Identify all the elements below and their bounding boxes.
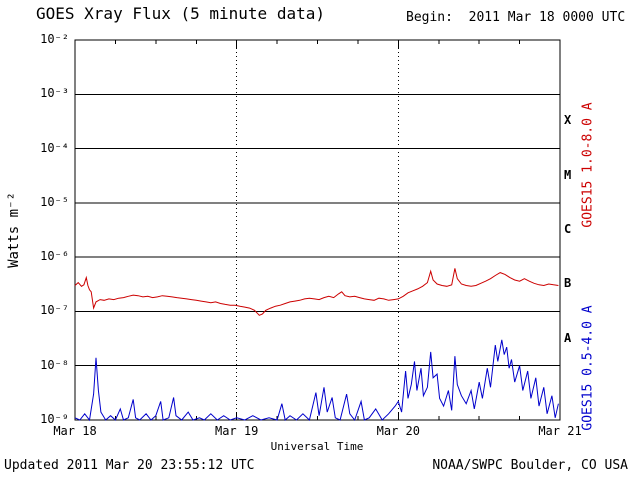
y-tick-label: 10⁻⁷	[40, 303, 69, 318]
series-line-long	[74, 268, 559, 316]
y-axis-title: Watts m⁻²	[6, 192, 22, 268]
flare-class-A: A	[564, 330, 572, 345]
x-axis-title: Universal Time	[270, 440, 364, 453]
flare-class-X: X	[564, 113, 572, 128]
series-line-short	[74, 339, 559, 422]
y-tick-label: 10⁻⁶	[40, 249, 69, 264]
x-tick-label: Mar 19	[214, 424, 259, 438]
series-label-long-channel: GOES15 1.0-8.0 A	[580, 102, 596, 228]
updated-timestamp: Updated 2011 Mar 20 23:55:12 UTC	[4, 458, 255, 473]
y-tick-label: 10⁻⁹	[40, 412, 69, 426]
page-title: GOES Xray Flux (5 minute data)	[36, 4, 325, 23]
flare-class-B: B	[564, 276, 572, 291]
x-tick-label: Mar 18	[53, 424, 97, 438]
series-label-short-channel: GOES15 0.5-4.0 A	[580, 305, 596, 431]
y-tick-label: 10⁻⁸	[40, 357, 69, 372]
y-tick-label: 10⁻³	[40, 86, 69, 101]
plot-frame	[74, 39, 561, 421]
y-tick-label: 10⁻⁵	[40, 194, 69, 209]
x-tick-label: Mar 20	[376, 424, 421, 438]
begin-timestamp: Begin: 2011 Mar 18 0000 UTC	[406, 10, 626, 25]
source-credit: NOAA/SWPC Boulder, CO USA	[432, 458, 628, 473]
flare-class-M: M	[564, 167, 572, 182]
y-tick-label: 10⁻⁴	[40, 140, 69, 155]
x-tick-label: Mar 21	[538, 424, 582, 438]
flare-class-C: C	[564, 222, 572, 236]
y-tick-label: 10⁻²	[40, 32, 69, 46]
